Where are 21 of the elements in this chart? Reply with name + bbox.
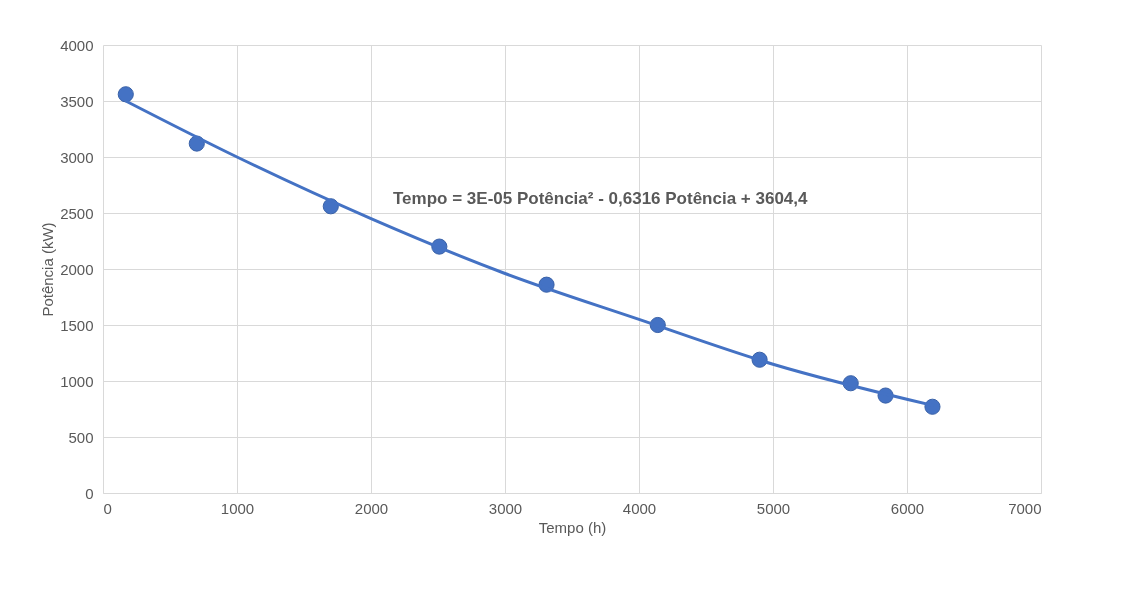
- x-tick-label: 6000: [890, 499, 925, 517]
- point: [117, 86, 134, 103]
- x-tick-label: 3000: [488, 499, 523, 517]
- y-tick-label: 1000: [60, 372, 94, 390]
- y-tick-label: 3500: [60, 92, 94, 110]
- y-tick-label: 3000: [60, 148, 94, 166]
- y-tick-label: 1500: [60, 316, 94, 334]
- x-tick-label: 7000: [1008, 499, 1042, 517]
- annotation: Tempo = 3E-05 Potência² - 0,6316 Potência + 3604,4: [393, 189, 809, 208]
- x-tick-label: 1000: [220, 499, 255, 517]
- y-tick-label: 4000: [60, 36, 94, 54]
- y-tick-label: 2000: [60, 260, 94, 278]
- x-tick-label: 2000: [354, 499, 389, 517]
- y-axis-title: Potência (kW): [39, 222, 57, 317]
- x-tick-label: 4000: [622, 499, 657, 517]
- y-tick-label: 0: [85, 484, 94, 502]
- x-tick-label: 5000: [756, 499, 791, 517]
- y-tick-label: 2500: [60, 204, 94, 222]
- x-tick-label: 0: [103, 499, 112, 517]
- x-axis-title: Tempo (h): [538, 518, 607, 536]
- y-tick-label: 500: [68, 428, 94, 446]
